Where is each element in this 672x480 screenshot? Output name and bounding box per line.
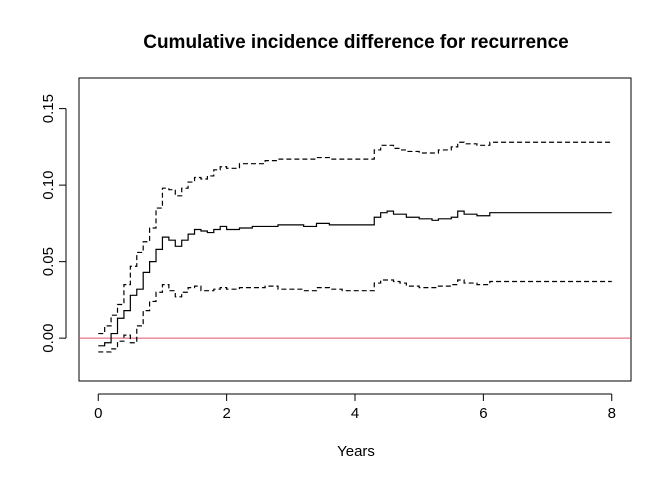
series-upper-bound-line bbox=[98, 141, 612, 335]
series-lower-bound-line bbox=[98, 279, 612, 353]
x-axis-label: Years bbox=[337, 443, 375, 460]
y-tick-label: 0.15 bbox=[40, 94, 57, 123]
series-estimate-line bbox=[98, 210, 612, 347]
plot-frame bbox=[78, 77, 632, 382]
x-tick-label: 2 bbox=[222, 405, 230, 422]
x-tick-label: 8 bbox=[608, 405, 616, 422]
x-tick-label: 4 bbox=[351, 405, 359, 422]
x-tick-label: 6 bbox=[479, 405, 487, 422]
x-tick-label: 0 bbox=[94, 405, 102, 422]
series-layer bbox=[98, 141, 612, 353]
y-tick-label: 0.00 bbox=[40, 324, 57, 353]
x-axis: 0 2 4 6 8 bbox=[94, 393, 616, 422]
y-tick-label: 0.10 bbox=[40, 171, 57, 200]
y-tick-label: 0.05 bbox=[40, 247, 57, 276]
chart-title: Cumulative incidence difference for recu… bbox=[143, 32, 569, 53]
y-axis: 0.00 0.05 0.10 0.15 bbox=[40, 94, 67, 353]
